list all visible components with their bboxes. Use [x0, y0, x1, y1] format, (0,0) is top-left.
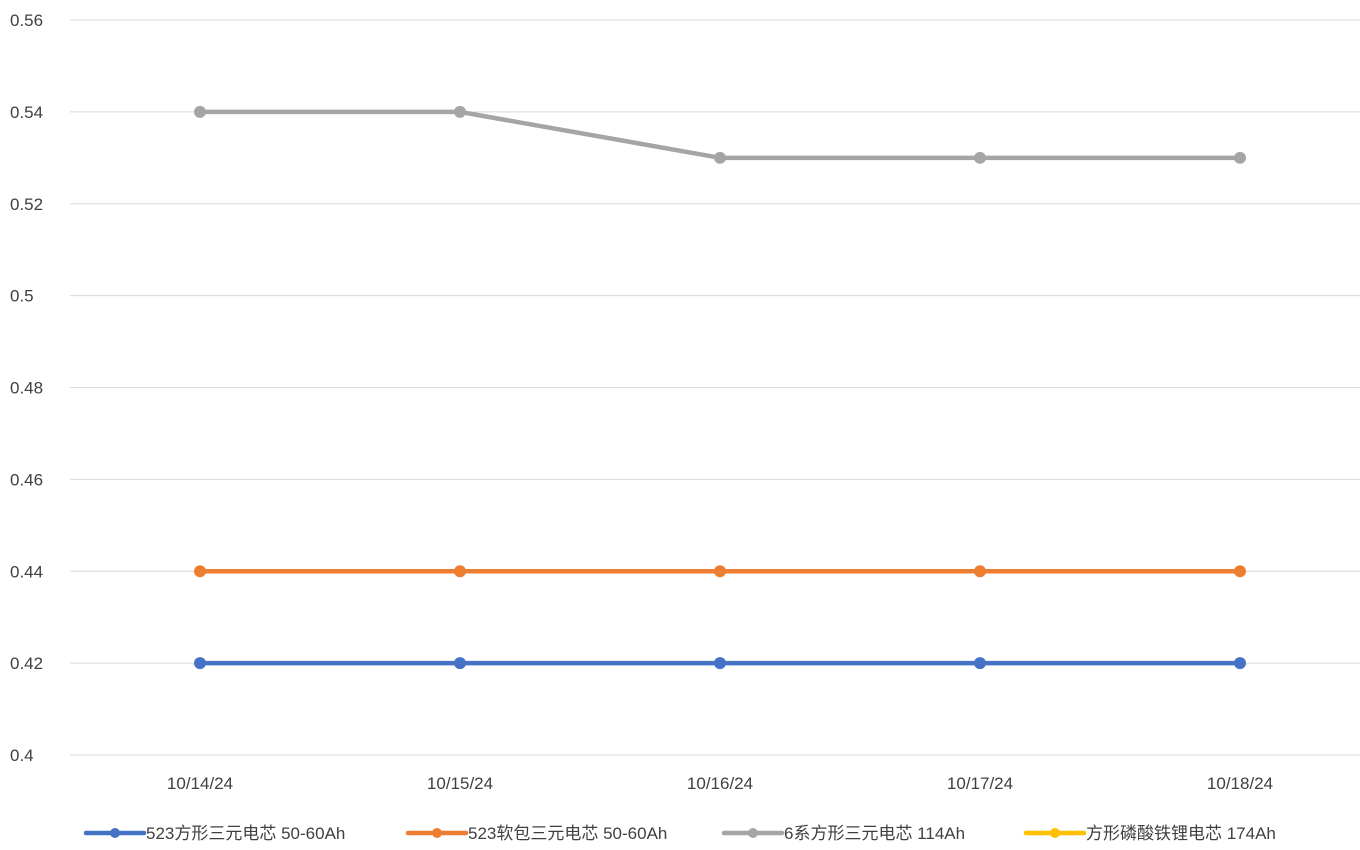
- legend: 523方形三元电芯 50-60Ah 523软包三元电芯 50-60Ah 6系方形三元…: [83, 824, 1276, 843]
- data-point: [974, 657, 986, 670]
- data-point: [714, 151, 726, 164]
- data-point: [974, 151, 986, 164]
- y-tick-label: 0.52: [10, 195, 43, 214]
- x-tick-label: 10/18/24: [1207, 774, 1273, 793]
- legend-swatch-marker: [432, 828, 442, 838]
- series-1: [194, 657, 1246, 670]
- y-tick-label: 0.5: [10, 287, 34, 306]
- legend-swatch-marker: [1050, 828, 1060, 838]
- legend-swatch-marker: [110, 828, 120, 838]
- x-tick-label: 10/15/24: [427, 774, 493, 793]
- x-tick-label: 10/17/24: [947, 774, 1013, 793]
- y-tick-label: 0.46: [10, 470, 43, 489]
- legend-item-4: 方形磷酸铁锂电芯 174Ah: [1023, 824, 1276, 843]
- gridlines: [70, 19, 1360, 756]
- x-tick-label: 10/16/24: [687, 774, 753, 793]
- series-lines: [194, 105, 1246, 670]
- legend-item-3: 6系方形三元电芯 114Ah: [721, 824, 965, 843]
- legend-swatch-marker: [748, 828, 758, 838]
- legend-label: 523软包三元电芯 50-60Ah: [468, 824, 667, 843]
- data-point: [974, 565, 986, 578]
- legend-label: 方形磷酸铁锂电芯 174Ah: [1086, 824, 1276, 843]
- data-point: [1234, 565, 1246, 578]
- x-tick-label: 10/14/24: [167, 774, 233, 793]
- data-point: [714, 657, 726, 670]
- series-2: [194, 565, 1246, 578]
- y-tick-label: 0.54: [10, 103, 43, 122]
- data-point: [194, 565, 206, 578]
- x-axis-tick-labels: 10/14/24 10/15/24 10/16/24 10/17/24 10/18/24: [167, 774, 1273, 793]
- data-point: [454, 565, 466, 578]
- series-3: [194, 105, 1246, 164]
- y-tick-label: 0.48: [10, 379, 43, 398]
- data-point: [454, 105, 466, 118]
- y-axis-tick-labels: 0.4 0.42 0.44 0.46 0.48 0.5 0.52 0.54 0.56: [10, 11, 43, 765]
- data-point: [1234, 151, 1246, 164]
- data-point: [194, 105, 206, 118]
- data-point: [454, 657, 466, 670]
- data-point: [1234, 657, 1246, 670]
- legend-label: 523方形三元电芯 50-60Ah: [146, 824, 345, 843]
- legend-item-2: 523软包三元电芯 50-60Ah: [405, 824, 667, 843]
- data-point: [194, 657, 206, 670]
- series-line: [197, 109, 1243, 161]
- y-tick-label: 0.56: [10, 11, 43, 30]
- y-tick-label: 0.42: [10, 654, 43, 673]
- y-tick-label: 0.44: [10, 562, 43, 581]
- y-tick-label: 0.4: [10, 746, 34, 765]
- legend-label: 6系方形三元电芯 114Ah: [784, 824, 965, 843]
- data-point: [714, 565, 726, 578]
- legend-item-1: 523方形三元电芯 50-60Ah: [83, 824, 345, 843]
